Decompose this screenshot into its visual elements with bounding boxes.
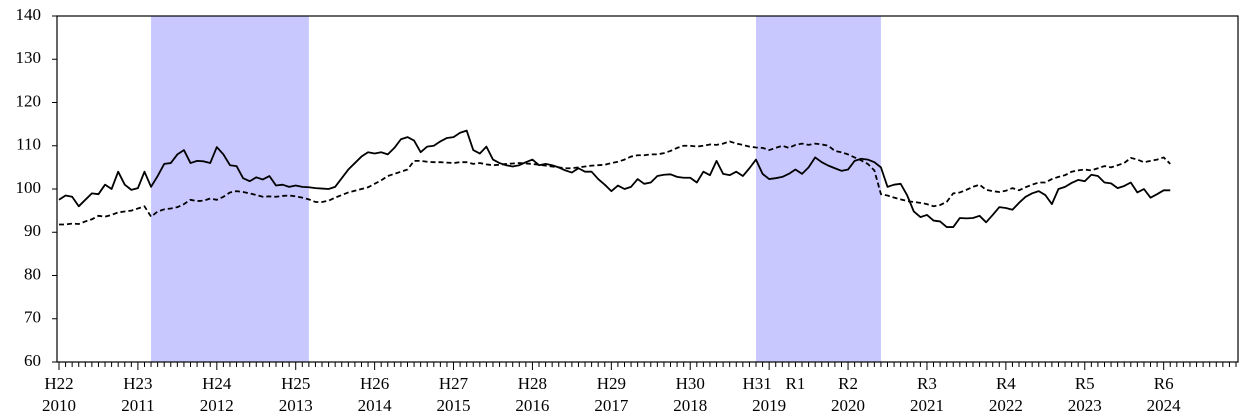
era-label: R6 (1154, 374, 1174, 393)
x-tick-label: 2015 (437, 396, 471, 415)
y-tick-label: 120 (16, 91, 42, 110)
era-label: R1 (786, 374, 806, 393)
x-tick-label: 2013 (279, 396, 313, 415)
y-tick-label: 90 (24, 221, 41, 240)
era-label: H31 (743, 374, 772, 393)
era-label: R2 (838, 374, 858, 393)
x-tick-label: 2012 (200, 396, 234, 415)
y-tick-label: 130 (16, 48, 42, 67)
era-label: R5 (1075, 374, 1095, 393)
y-tick-label: 70 (24, 308, 41, 327)
x-tick-label: 2014 (358, 396, 393, 415)
series-line (58, 129, 1171, 228)
y-tick-label: 110 (16, 135, 41, 154)
era-label: H29 (597, 374, 626, 393)
y-tick-label: 100 (16, 178, 42, 197)
era-label: R3 (917, 374, 937, 393)
shaded-period (151, 16, 309, 362)
x-tick-label: 2019 (752, 396, 786, 415)
x-tick-label: 2021 (910, 396, 944, 415)
shaded-period (755, 16, 881, 362)
x-tick-label: 2022 (989, 396, 1023, 415)
era-label: H23 (123, 374, 152, 393)
y-tick-label: 80 (24, 264, 41, 283)
x-tick-label: 2020 (831, 396, 865, 415)
x-tick-label: 2017 (594, 396, 629, 415)
era-label: H25 (281, 374, 310, 393)
x-tick-label: 2018 (673, 396, 707, 415)
era-label: H26 (360, 374, 389, 393)
era-label: H27 (439, 374, 469, 393)
y-tick-label: 140 (16, 5, 42, 24)
x-tick-label: 2011 (121, 396, 154, 415)
era-label: H22 (44, 374, 73, 393)
x-tick-label: 2010 (42, 396, 76, 415)
era-label: H24 (202, 374, 232, 393)
x-tick-label: 2024 (1147, 396, 1182, 415)
y-tick-label: 60 (24, 351, 41, 370)
era-label: H30 (676, 374, 705, 393)
era-label: R4 (996, 374, 1016, 393)
x-tick-label: 2016 (515, 396, 549, 415)
x-tick-label: 2023 (1068, 396, 1102, 415)
era-label: H28 (518, 374, 547, 393)
series-line (59, 140, 1171, 226)
